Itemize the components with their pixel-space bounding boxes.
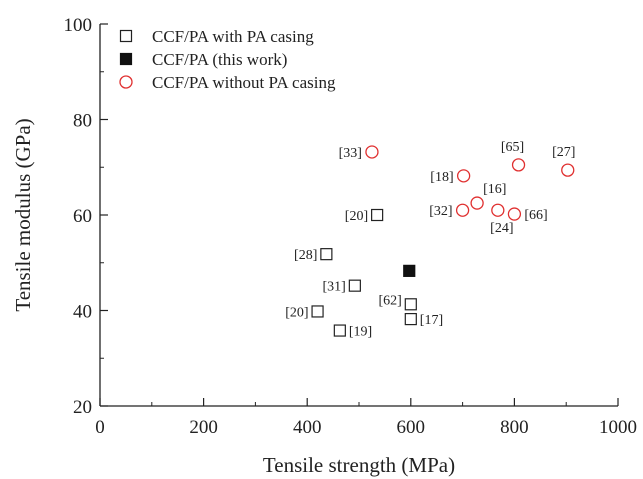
x-tick-label: 1000 bbox=[599, 417, 637, 438]
data-point bbox=[404, 298, 417, 311]
data-label: [32] bbox=[429, 204, 452, 219]
legend-entry: CCF/PA with PA casing bbox=[152, 27, 314, 46]
legend-marker bbox=[119, 52, 133, 66]
y-tick-label: 20 bbox=[73, 397, 92, 418]
data-point bbox=[365, 145, 379, 159]
data-labels: [20] [28] [31] [62] [20] [17] [19] [33] [18] [16]… bbox=[285, 140, 575, 340]
axes: 0 200 400 600 800 1000 20 40 60 80 100 bbox=[64, 15, 638, 438]
data-point bbox=[561, 163, 575, 177]
y-tick-label: 80 bbox=[73, 111, 92, 132]
data-label: [31] bbox=[323, 280, 346, 295]
y-tick-label: 100 bbox=[64, 15, 93, 36]
data-label: [27] bbox=[552, 145, 575, 160]
data-point bbox=[491, 203, 505, 217]
legend-entry: CCF/PA without PA casing bbox=[152, 73, 336, 92]
data-label: [33] bbox=[339, 146, 362, 161]
data-label: [28] bbox=[294, 248, 317, 263]
data-label: [62] bbox=[378, 293, 401, 308]
data-point bbox=[311, 305, 324, 318]
data-label: [20] bbox=[285, 305, 308, 320]
x-tick-label: 0 bbox=[95, 417, 105, 438]
data-label: [19] bbox=[349, 325, 372, 340]
data-label: [66] bbox=[524, 208, 547, 223]
data-marks bbox=[311, 145, 575, 337]
data-label: [24] bbox=[490, 221, 513, 236]
data-label: [16] bbox=[483, 182, 506, 197]
data-point bbox=[507, 207, 522, 221]
legend: CCF/PA with PA casing CCF/PA (this work) C… bbox=[119, 27, 336, 92]
data-point bbox=[403, 264, 416, 277]
data-point bbox=[511, 158, 526, 172]
data-point bbox=[470, 196, 484, 210]
data-label: [20] bbox=[345, 209, 368, 224]
data-label: [17] bbox=[420, 313, 443, 328]
legend-marker bbox=[119, 29, 133, 43]
legend-marker bbox=[119, 75, 133, 89]
data-point bbox=[333, 324, 346, 337]
y-axis-title: Tensile modulus (GPa) bbox=[11, 118, 35, 311]
data-label: [18] bbox=[430, 170, 453, 185]
x-tick-label: 800 bbox=[500, 417, 529, 438]
x-tick-label: 200 bbox=[189, 417, 218, 438]
data-point bbox=[456, 169, 471, 183]
legend-entry: CCF/PA (this work) bbox=[152, 50, 287, 69]
data-point bbox=[348, 279, 361, 292]
x-tick-label: 400 bbox=[293, 417, 322, 438]
y-tick-label: 60 bbox=[73, 206, 92, 227]
data-point bbox=[404, 312, 417, 326]
data-point bbox=[455, 203, 470, 217]
y-tick-label: 40 bbox=[73, 302, 92, 323]
x-axis-title: Tensile strength (MPa) bbox=[263, 453, 455, 477]
data-point bbox=[371, 208, 384, 222]
x-tick-label: 600 bbox=[397, 417, 426, 438]
data-label: [65] bbox=[501, 140, 524, 155]
data-point bbox=[320, 248, 333, 261]
